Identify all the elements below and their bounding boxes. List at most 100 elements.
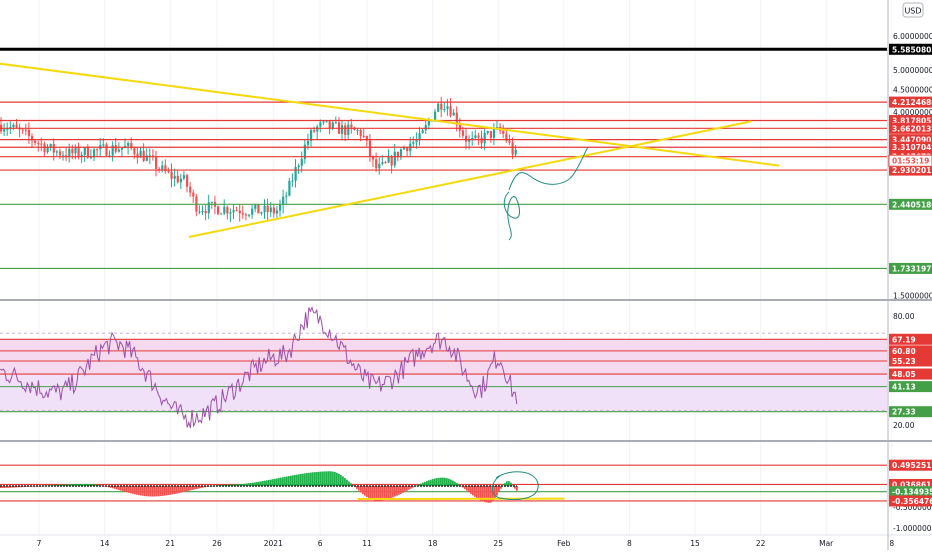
candle-up[interactable] [403,148,405,150]
histogram-bar-negative[interactable] [486,486,488,503]
candle-down[interactable] [155,157,157,169]
candle-down[interactable] [245,215,247,216]
candle-up[interactable] [121,148,123,150]
candle-up[interactable] [229,212,231,213]
histogram-bar-positive[interactable] [336,473,338,486]
histogram-bar-positive[interactable] [322,472,324,486]
candle-down[interactable] [375,159,377,168]
rsi-level-badge[interactable]: 60.80 [889,345,932,356]
candle-up[interactable] [260,212,262,213]
candle-down[interactable] [384,162,386,163]
histogram-bar-positive[interactable] [434,479,436,486]
candle-up[interactable] [437,104,439,112]
candle-up[interactable] [248,215,250,216]
histogram-bar-negative[interactable] [470,486,472,494]
candle-down[interactable] [313,130,315,132]
histogram-bar-negative[interactable] [360,486,362,492]
candle-up[interactable] [341,125,343,134]
histogram-bar-negative[interactable] [404,486,406,492]
candle-up[interactable] [415,140,417,142]
candle-down[interactable] [115,145,117,151]
histogram-bar-negative[interactable] [152,486,154,496]
histogram-bar-positive[interactable] [294,475,296,486]
candle-down[interactable] [205,211,207,213]
histogram-bar-positive[interactable] [296,475,298,486]
candle-up[interactable] [335,122,337,123]
histogram-bar-positive[interactable] [428,480,430,486]
candle-up[interactable] [198,211,200,212]
histogram-bar-positive[interactable] [272,479,274,486]
histogram-bar-negative[interactable] [162,486,164,496]
candle-up[interactable] [428,121,430,125]
histogram-bar-negative[interactable] [158,486,160,496]
candle-up[interactable] [378,164,380,168]
histogram-bar-positive[interactable] [306,473,308,486]
candle-down[interactable] [490,131,492,138]
candle-down[interactable] [53,144,55,153]
histogram-bar-positive[interactable] [310,473,312,486]
histogram-bar-negative[interactable] [156,486,158,496]
histogram-bar-positive[interactable] [326,471,328,486]
histogram-bar-positive[interactable] [302,474,304,486]
histogram-bar-positive[interactable] [438,478,440,486]
histogram-bar-positive[interactable] [292,475,294,486]
candle-up[interactable] [47,148,49,152]
histogram-bar-negative[interactable] [516,486,518,491]
rsi-level-badge[interactable]: 48.05 [889,369,932,380]
candle-up[interactable] [412,142,414,143]
candle-down[interactable] [171,172,173,179]
candle-up[interactable] [254,204,256,208]
histogram-bar-positive[interactable] [344,478,346,486]
candle-up[interactable] [347,125,349,135]
histogram-bar-negative[interactable] [142,486,144,496]
candle-down[interactable] [167,171,169,172]
price-level-badge[interactable]: 3.6620139 [889,123,932,134]
histogram-bar-negative[interactable] [392,486,394,497]
histogram-bar-positive[interactable] [274,479,276,486]
candle-up[interactable] [56,151,58,152]
candle-up[interactable] [307,141,309,145]
histogram-bar-negative[interactable] [474,486,476,497]
histogram-bar-positive[interactable] [440,478,442,486]
candle-up[interactable] [301,159,303,166]
histogram-bar-negative[interactable] [148,486,150,496]
histogram-bar-negative[interactable] [490,486,492,503]
histogram-bar-positive[interactable] [318,472,320,486]
histogram-bar-positive[interactable] [448,479,450,486]
histogram-bar-positive[interactable] [340,475,342,486]
histogram-bar-positive[interactable] [280,478,282,486]
histogram-bar-negative[interactable] [396,486,398,496]
histogram-bar-positive[interactable] [324,471,326,486]
candle-up[interactable] [493,128,495,137]
candle-up[interactable] [84,147,86,154]
histogram-bar-negative[interactable] [130,486,132,493]
histogram-bar-negative[interactable] [472,486,474,495]
candle-up[interactable] [174,176,176,179]
candle-up[interactable] [223,207,225,213]
histogram-bar-negative[interactable] [494,486,496,499]
candle-down[interactable] [78,148,80,157]
candle-up[interactable] [127,143,129,146]
histogram-bar-negative[interactable] [160,486,162,496]
histogram-bar-negative[interactable] [400,486,402,494]
candle-up[interactable] [3,129,5,131]
histogram-bar-positive[interactable] [316,472,318,486]
histogram-bar-negative[interactable] [154,486,156,496]
histogram-bar-negative[interactable] [372,486,374,500]
price-level-badge[interactable]: 1.7331971 [889,263,932,274]
candle-down[interactable] [34,141,36,143]
histogram-bar-negative[interactable] [386,486,388,499]
candle-down[interactable] [236,210,238,211]
histogram-bar-positive[interactable] [332,472,334,486]
candle-down[interactable] [192,193,194,197]
candle-down[interactable] [87,147,89,157]
histogram-bar-negative[interactable] [394,486,396,497]
candle-down[interactable] [239,211,241,213]
histogram-bar-negative[interactable] [182,486,184,492]
histogram-bar-negative[interactable] [128,486,130,493]
countdown-badge[interactable]: 01:53:19 [889,155,932,166]
candle-up[interactable] [388,157,390,163]
candle-up[interactable] [12,125,14,127]
histogram-bar-positive[interactable] [304,473,306,486]
